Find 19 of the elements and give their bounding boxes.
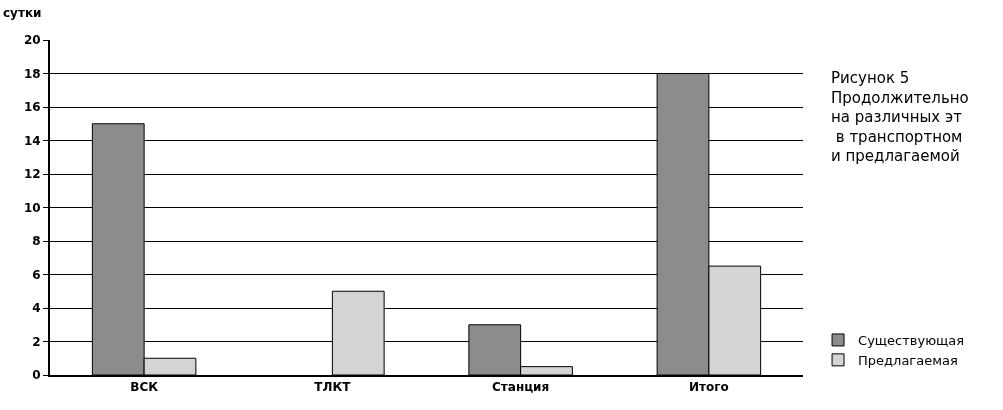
y-tick-label: 6	[32, 267, 41, 282]
y-tick-label: 10	[23, 200, 41, 215]
y-tick-label: 8	[32, 234, 41, 249]
y-tick-label: 4	[32, 301, 41, 316]
x-tick-label: ВСК	[130, 380, 159, 395]
y-tick-label: 2	[32, 334, 41, 349]
y-tick-label: 0	[32, 368, 41, 383]
y-tick-label: 16	[23, 100, 41, 115]
x-tick-label: Станция	[492, 380, 550, 395]
y-tick-label: 18	[23, 66, 41, 81]
y-tick-label: 20	[23, 33, 41, 48]
y-tick-label: 12	[23, 167, 41, 182]
legend-label: Существующая	[858, 333, 965, 349]
x-tick-label: Итого	[689, 380, 729, 395]
y-tick-label: 14	[23, 133, 41, 148]
y-axis-title: сутки	[3, 6, 42, 20]
text: Рисунок 5 Продолжительно на различных эт в транспортном и предлагаемой	[831, 69, 969, 165]
legend-label: Предлагаемая	[858, 352, 958, 368]
x-tick-label: ТЛКТ	[314, 380, 352, 395]
